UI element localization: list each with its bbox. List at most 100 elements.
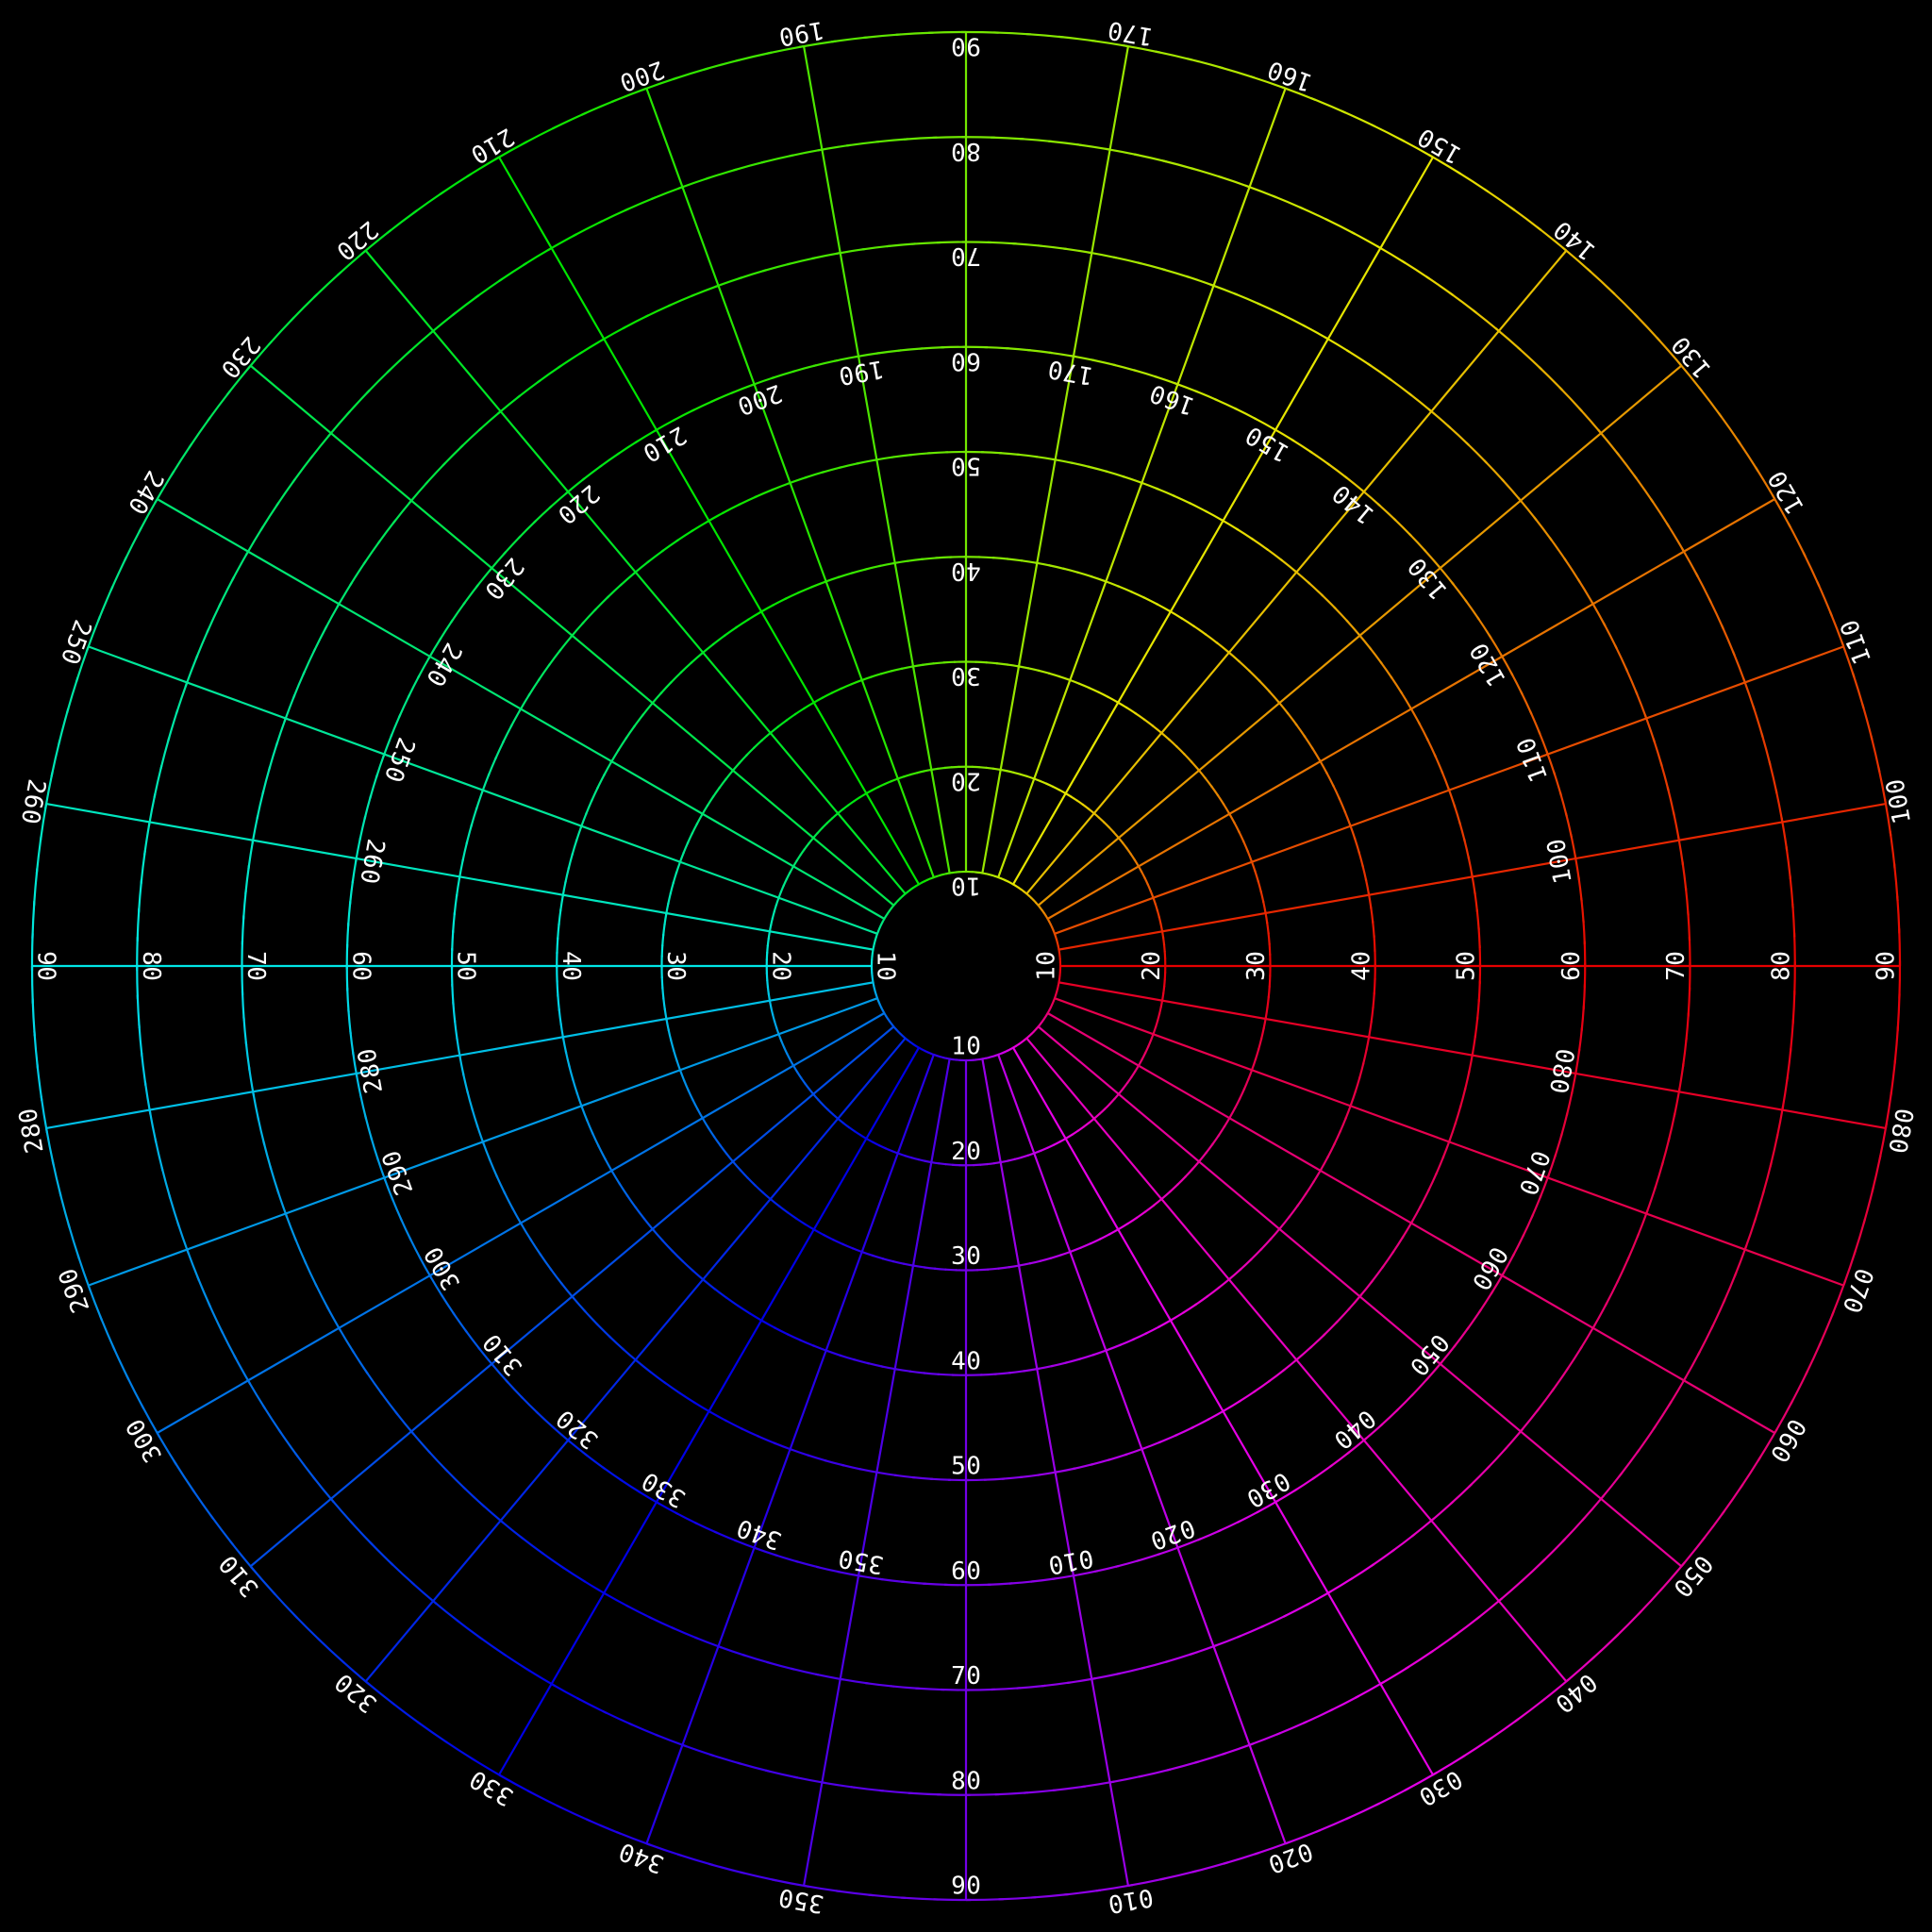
spoke-label: 040 <box>1549 1667 1602 1718</box>
spoke-label: 340 <box>615 1837 667 1879</box>
spoke-label: 300 <box>419 1241 466 1294</box>
spoke-label: 120 <box>1465 638 1512 691</box>
ring-label: 90 <box>32 951 60 981</box>
spoke-label: 140 <box>1549 215 1602 266</box>
ring-label: 20 <box>951 1138 981 1166</box>
spoke-label: 210 <box>466 122 519 169</box>
svg-text:7: 7 <box>966 242 981 270</box>
svg-text:0: 0 <box>951 557 966 585</box>
svg-text:2: 2 <box>766 951 794 966</box>
svg-text:5: 5 <box>951 1453 966 1481</box>
svg-text:7: 7 <box>1662 966 1690 981</box>
svg-text:6: 6 <box>966 346 981 375</box>
svg-text:9: 9 <box>951 1873 966 1901</box>
svg-text:0: 0 <box>1662 951 1690 966</box>
svg-text:9: 9 <box>1873 966 1901 981</box>
ring-label: 20 <box>766 951 794 981</box>
spoke-label: 290 <box>377 1146 420 1198</box>
svg-text:0: 0 <box>1242 951 1271 966</box>
svg-text:0: 0 <box>32 966 60 981</box>
ring-label: 60 <box>1557 951 1586 981</box>
spoke-label: 030 <box>1241 1466 1294 1513</box>
spoke-label: 050 <box>1404 1328 1455 1381</box>
svg-text:0: 0 <box>951 242 966 270</box>
spoke-label: 020 <box>1146 1513 1198 1556</box>
spoke-label: 310 <box>214 1549 265 1602</box>
svg-text:0: 0 <box>966 1662 981 1690</box>
svg-text:0: 0 <box>1557 951 1586 966</box>
ring-label: 60 <box>951 346 981 375</box>
svg-text:0: 0 <box>1453 951 1481 966</box>
svg-text:7: 7 <box>242 951 270 966</box>
spoke-label: 200 <box>616 55 668 97</box>
svg-text:1: 1 <box>966 872 981 900</box>
spoke-label: 160 <box>1264 55 1316 97</box>
svg-text:0: 0 <box>1033 951 1061 966</box>
svg-text:0: 0 <box>137 966 165 981</box>
ring-label: 40 <box>951 557 981 585</box>
spoke-label: 060 <box>1466 1241 1513 1294</box>
spoke-label: 250 <box>55 616 97 668</box>
spoke-label: 240 <box>420 638 467 691</box>
svg-text:9: 9 <box>32 951 60 966</box>
svg-text:8: 8 <box>1767 966 1795 981</box>
svg-text:0: 0 <box>452 966 480 981</box>
ring-label: 10 <box>951 872 981 900</box>
ring-label: 50 <box>951 1453 981 1481</box>
svg-text:1: 1 <box>872 951 900 966</box>
svg-text:2: 2 <box>966 766 981 794</box>
ring-label: 50 <box>951 452 981 480</box>
svg-text:3: 3 <box>661 951 690 966</box>
ring-label: 40 <box>557 951 585 981</box>
svg-text:8: 8 <box>951 1767 966 1795</box>
ring-label: 30 <box>1242 951 1271 981</box>
svg-text:4: 4 <box>966 557 981 585</box>
svg-text:1: 1 <box>951 1033 966 1061</box>
ring-label: 30 <box>661 951 690 981</box>
ring-label: 40 <box>951 1347 981 1375</box>
ring-label: 90 <box>951 32 981 60</box>
svg-text:0: 0 <box>951 452 966 480</box>
svg-text:0: 0 <box>966 1242 981 1271</box>
spoke-label: 100 <box>1881 776 1917 825</box>
svg-text:3: 3 <box>966 661 981 690</box>
svg-text:0: 0 <box>1767 951 1795 966</box>
svg-text:0: 0 <box>966 1557 981 1586</box>
spoke-label: 110 <box>1512 734 1555 786</box>
spoke-label: 210 <box>638 420 691 467</box>
spoke-label: 260 <box>15 776 51 825</box>
spoke-label: 340 <box>733 1513 785 1556</box>
ring-label: 10 <box>951 1033 981 1061</box>
svg-text:0: 0 <box>951 137 966 165</box>
ring-label: 20 <box>951 766 981 794</box>
spoke-label: 020 <box>1264 1837 1316 1879</box>
spoke-label: 240 <box>122 466 169 519</box>
spoke-label: 320 <box>551 1404 604 1455</box>
svg-text:6: 6 <box>1557 966 1586 981</box>
svg-text:3: 3 <box>951 1242 966 1271</box>
spoke-label: 320 <box>330 1667 383 1718</box>
svg-text:8: 8 <box>137 951 165 966</box>
spoke-label: 230 <box>478 552 529 605</box>
svg-text:0: 0 <box>1347 951 1375 966</box>
ring-label: 30 <box>951 661 981 690</box>
spoke-label: 040 <box>1328 1404 1381 1455</box>
svg-text:0: 0 <box>966 1033 981 1061</box>
svg-text:1: 1 <box>1033 966 1061 981</box>
ring-label: 50 <box>1453 951 1481 981</box>
ring-label: 80 <box>1767 951 1795 981</box>
spoke-label: 050 <box>1667 1549 1718 1602</box>
spoke-label: 140 <box>1327 478 1380 529</box>
ring-label: 70 <box>1662 951 1690 981</box>
svg-text:0: 0 <box>951 32 966 60</box>
ring-label: 10 <box>872 951 900 981</box>
spoke-label: 070 <box>1513 1146 1556 1198</box>
svg-text:5: 5 <box>452 951 480 966</box>
svg-text:0: 0 <box>951 346 966 375</box>
svg-text:9: 9 <box>966 32 981 60</box>
ring-label: 60 <box>951 1557 981 1586</box>
svg-text:0: 0 <box>661 966 690 981</box>
svg-text:5: 5 <box>1453 966 1481 981</box>
ring-label: 50 <box>452 951 480 981</box>
svg-text:0: 0 <box>951 872 966 900</box>
